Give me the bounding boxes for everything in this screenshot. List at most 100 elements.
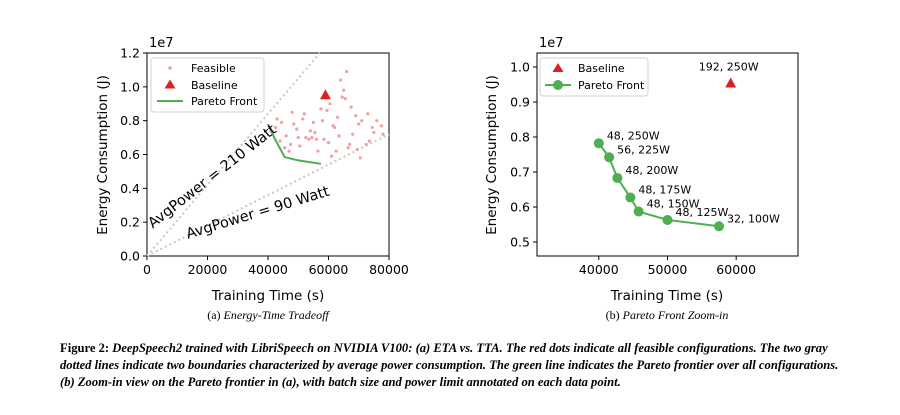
y-tick-label-a: 0.8 — [120, 113, 140, 128]
pareto-point-label: 48, 125W — [676, 206, 729, 219]
feasible-point — [284, 134, 288, 138]
legend-box-a — [150, 57, 265, 113]
feasible-point — [298, 144, 302, 148]
feasible-point — [335, 115, 340, 119]
feasible-point — [342, 88, 346, 92]
y-axis-label-b: Energy Consumption (J) — [484, 75, 500, 235]
pareto-point-b — [662, 214, 673, 225]
y-tick-label-a: 0.0 — [120, 249, 140, 264]
pareto-point-label: 56, 225W — [617, 143, 670, 156]
x-tick-label-a: 20000 — [188, 262, 228, 277]
feasible-point — [290, 110, 294, 114]
feasible-point — [301, 117, 305, 121]
feasible-points-a — [269, 70, 385, 160]
subcaption-a: (a) Energy-Time Tradeoff — [207, 308, 330, 322]
feasible-point — [322, 137, 326, 141]
reference-line-90w — [146, 133, 390, 257]
offset-label-b: 1e7 — [539, 36, 564, 51]
figure-caption: Figure 2: DeepSpeech2 trained with Libri… — [60, 340, 850, 391]
feasible-point — [354, 113, 358, 118]
pareto-point-b — [714, 221, 725, 232]
feasible-point — [370, 125, 374, 130]
x-axis-label-b: Training Time (s) — [610, 288, 723, 304]
subcaption-a-letter: (a) — [207, 308, 220, 322]
feasible-point — [340, 95, 344, 99]
legend-pareto-marker-b — [553, 80, 563, 90]
pareto-point-b — [612, 172, 623, 183]
feasible-point — [328, 102, 332, 106]
legend-a: Feasible Baseline Pareto Front — [150, 57, 265, 113]
x-axis-label-a: Training Time (s) — [211, 288, 324, 304]
legend-box-b — [539, 57, 649, 97]
feasible-point — [278, 139, 282, 143]
pareto-point-b — [633, 206, 644, 217]
feasible-point — [364, 142, 368, 146]
pareto-point-b — [593, 138, 604, 149]
subcaption-b: (b) Pareto Front Zoom-in — [606, 308, 729, 322]
pareto-point-label: 48, 200W — [625, 164, 678, 177]
feasible-point — [358, 156, 362, 160]
feasible-point — [366, 112, 370, 116]
x-tick-label-a: 80000 — [369, 262, 409, 277]
chart-panel-a: 0 20000 40000 60000 80000 0.0 0.2 0.4 0.6 0.8 1.0 1… — [95, 36, 409, 322]
y-tick-label-a: 0.6 — [120, 147, 140, 162]
y-tick-label-a: 1.2 — [120, 46, 140, 61]
x-tick-label-b: 40000 — [579, 262, 619, 277]
y-tick-label-b: 0.6 — [510, 200, 530, 215]
baseline-point-label: 192, 250W — [699, 60, 759, 73]
feasible-point — [345, 70, 349, 74]
feasible-point — [367, 139, 371, 143]
y-tick-label-b: 0.7 — [510, 165, 530, 180]
axis-ticks-a: 0 20000 40000 60000 80000 0.0 0.2 0.4 0.6 0.8 1.0 1… — [120, 46, 409, 278]
feasible-point — [311, 120, 315, 124]
feasible-point — [372, 130, 376, 135]
feasible-point — [339, 78, 343, 82]
feasible-point — [314, 137, 318, 141]
feasible-point — [379, 124, 384, 128]
feasible-point — [273, 125, 278, 130]
legend-b: Baseline Pareto Front — [539, 57, 649, 97]
pareto-point-b — [604, 152, 615, 163]
feasible-point — [357, 122, 361, 126]
feasible-point — [325, 108, 329, 113]
subcaption-b-title: Pareto Front Zoom-in — [622, 308, 729, 322]
x-tick-label-a: 60000 — [309, 262, 349, 277]
feasible-point — [310, 135, 314, 140]
x-tick-label-a: 0 — [143, 262, 151, 277]
feasible-point — [289, 142, 293, 146]
feasible-point — [283, 146, 287, 150]
subcaption-a-title: Energy-Time Tradeoff — [223, 308, 331, 322]
pareto-point-label: 48, 175W — [638, 184, 691, 197]
feasible-point — [302, 112, 306, 116]
pareto-polyline-a — [267, 123, 322, 165]
figure-caption-label: Figure 2: — [60, 341, 110, 355]
legend-pareto-label-a: Pareto Front — [191, 95, 258, 108]
reference-lines-a — [146, 52, 390, 257]
subcaption-b-letter: (b) — [606, 308, 620, 322]
feasible-point — [329, 154, 334, 158]
legend-feasible-marker — [168, 66, 172, 70]
feasible-point — [287, 149, 291, 153]
feasible-point — [360, 119, 364, 123]
feasible-point — [280, 120, 284, 124]
baseline-triangle-b — [725, 77, 737, 88]
y-tick-label-b: 0.5 — [510, 235, 530, 250]
y-tick-label-b: 0.8 — [510, 130, 530, 145]
feasible-point — [334, 149, 338, 153]
feasible-point — [351, 132, 355, 136]
feasible-point — [319, 107, 323, 111]
feasible-point — [308, 129, 312, 133]
feasible-point — [313, 130, 317, 135]
pareto-point-label: 48, 150W — [647, 198, 700, 211]
x-tick-label-a: 40000 — [248, 262, 288, 277]
pareto-line-b — [593, 138, 725, 232]
feasible-point — [316, 149, 320, 153]
legend-baseline-marker-b — [552, 63, 564, 72]
feasible-point — [349, 105, 353, 109]
feasible-point — [275, 117, 279, 121]
feasible-point — [381, 132, 385, 136]
feasible-point — [292, 122, 296, 126]
feasible-point — [295, 127, 299, 131]
legend-baseline-marker-a — [164, 79, 176, 89]
y-tick-label-a: 0.2 — [120, 215, 140, 230]
